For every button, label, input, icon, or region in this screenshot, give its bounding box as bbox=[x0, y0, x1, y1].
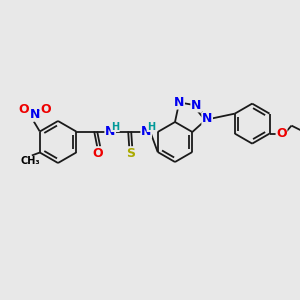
Text: ⁺: ⁺ bbox=[38, 108, 42, 117]
Text: S: S bbox=[126, 147, 135, 160]
Text: N: N bbox=[30, 108, 40, 121]
Text: O: O bbox=[19, 103, 29, 116]
Text: N: N bbox=[202, 112, 212, 125]
Text: N: N bbox=[105, 125, 116, 138]
Text: N: N bbox=[191, 99, 201, 112]
Text: O: O bbox=[40, 103, 51, 116]
Text: H: H bbox=[147, 122, 155, 131]
Text: O: O bbox=[93, 147, 104, 160]
Text: N: N bbox=[174, 96, 184, 109]
Text: N: N bbox=[141, 125, 152, 138]
Text: CH₃: CH₃ bbox=[20, 157, 40, 166]
Text: H: H bbox=[111, 122, 119, 131]
Text: O: O bbox=[276, 127, 287, 140]
